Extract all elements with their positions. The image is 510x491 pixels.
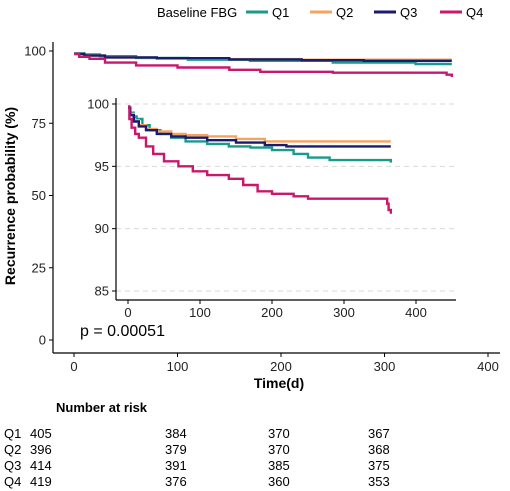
main-series-lines: [74, 52, 453, 77]
inset-series-q3: [128, 106, 391, 148]
inset-series-q1: [128, 106, 392, 163]
p-value-annotation: p = 0.00051: [80, 323, 165, 340]
inset-x-tick-label: 0: [124, 305, 131, 320]
legend-entry-q2: Q2: [310, 5, 353, 20]
inset-y-tick-label: 95: [95, 159, 109, 174]
legend-entry-q3: Q3: [374, 5, 417, 20]
risk-value: 376: [165, 474, 187, 489]
inset-series-q4: [128, 105, 392, 214]
inset-background: [116, 98, 456, 300]
risk-value: 419: [30, 474, 52, 489]
y-tick-label: 50: [32, 188, 46, 203]
risk-value: 385: [268, 458, 290, 473]
risk-row-q3: Q3 414 391 385 375: [0, 458, 510, 474]
risk-group-label: Q4: [4, 474, 22, 489]
inset-x-tick-label: 400: [405, 305, 427, 320]
x-tick-label: 300: [374, 359, 396, 374]
risk-value: 414: [30, 458, 52, 473]
risk-value: 368: [368, 442, 390, 457]
legend: Baseline FBG Q1 Q2 Q3 Q4: [157, 5, 483, 20]
inset-plot: 85 90 95 100 0 100 200 300 400: [87, 97, 456, 320]
x-tick-label: 200: [270, 359, 292, 374]
risk-value: 360: [268, 474, 290, 489]
y-tick-label: 25: [32, 260, 46, 275]
risk-group-label: Q1: [4, 426, 22, 441]
risk-group-label: Q3: [4, 458, 22, 473]
risk-row-q2: Q2 396 379 370 368: [0, 442, 510, 458]
risk-value: 370: [268, 426, 290, 441]
main-axes: 0 25 50 75 100 0 100 200 300 400: [24, 42, 500, 374]
risk-value: 391: [165, 458, 187, 473]
risk-value: 367: [368, 426, 390, 441]
y-axis-title: Recurrence probability (%): [2, 107, 18, 285]
legend-label: Q1: [272, 5, 289, 20]
x-tick-label: 100: [167, 359, 189, 374]
main-series-q4: [74, 52, 453, 77]
risk-value: 375: [368, 458, 390, 473]
number-at-risk-table: Number at risk Q1 405 384 370 367 Q2 396…: [0, 400, 510, 491]
risk-value: 370: [268, 442, 290, 457]
risk-row-q1: Q1 405 384 370 367: [0, 426, 510, 442]
risk-value: 353: [368, 474, 390, 489]
risk-value: 379: [165, 442, 187, 457]
main-series-q3: [74, 52, 452, 62]
survival-chart: Baseline FBG Q1 Q2 Q3 Q4 0 25 50 75 100 0 100 200 30…: [2, 5, 500, 391]
legend-label: Q3: [400, 5, 417, 20]
y-tick-label: 0: [39, 333, 46, 348]
inset-y-tick-label: 90: [95, 221, 109, 236]
x-tick-label: 0: [70, 359, 77, 374]
risk-group-label: Q2: [4, 442, 22, 457]
legend-entry-q4: Q4: [440, 5, 483, 20]
legend-entry-q1: Q1: [246, 5, 289, 20]
inset-x-tick-label: 300: [333, 305, 355, 320]
y-tick-label: 100: [24, 44, 46, 59]
risk-value: 405: [30, 426, 52, 441]
risk-value: 396: [30, 442, 52, 457]
inset-y-tick-label: 85: [95, 284, 109, 299]
inset-y-tick-label: 100: [87, 97, 109, 112]
risk-row-q4: Q4 419 376 360 353: [0, 474, 510, 490]
legend-label: Q2: [336, 5, 353, 20]
x-axis-title: Time(d): [254, 375, 304, 391]
risk-table-title: Number at risk: [56, 400, 148, 415]
x-tick-label: 400: [477, 359, 499, 374]
inset-x-tick-label: 100: [189, 305, 211, 320]
y-tick-label: 75: [32, 116, 46, 131]
legend-label: Q4: [466, 5, 483, 20]
inset-x-tick-label: 200: [261, 305, 283, 320]
risk-value: 384: [165, 426, 187, 441]
legend-title: Baseline FBG: [157, 5, 237, 20]
